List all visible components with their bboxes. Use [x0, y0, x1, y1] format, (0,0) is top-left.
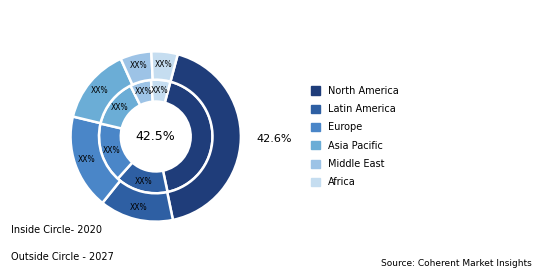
Text: Inside Circle- 2020: Inside Circle- 2020 — [11, 225, 101, 235]
Text: 42.5%: 42.5% — [136, 130, 176, 143]
Text: XX%: XX% — [91, 86, 108, 95]
Text: Source: Coherent Market Insights: Source: Coherent Market Insights — [381, 259, 532, 268]
Wedge shape — [100, 86, 140, 129]
Text: Outside Circle - 2027: Outside Circle - 2027 — [11, 252, 114, 262]
Legend: North America, Latin America, Europe, Asia Pacific, Middle East, Africa: North America, Latin America, Europe, As… — [311, 86, 399, 187]
Text: XX%: XX% — [134, 87, 152, 96]
Wedge shape — [99, 124, 132, 179]
Wedge shape — [118, 162, 168, 193]
Text: XX%: XX% — [135, 177, 153, 186]
Wedge shape — [151, 80, 170, 103]
Text: 42.6%: 42.6% — [256, 134, 292, 144]
Text: XX%: XX% — [103, 146, 120, 155]
Wedge shape — [73, 59, 133, 123]
Wedge shape — [103, 181, 173, 222]
Wedge shape — [121, 51, 153, 85]
Text: XX%: XX% — [130, 203, 148, 212]
Wedge shape — [167, 54, 241, 220]
Text: XX%: XX% — [151, 86, 169, 95]
Wedge shape — [163, 82, 213, 192]
Wedge shape — [130, 80, 153, 105]
Wedge shape — [70, 117, 120, 203]
Text: XX%: XX% — [155, 60, 172, 69]
Text: XX%: XX% — [130, 61, 148, 70]
Text: XX%: XX% — [111, 103, 128, 112]
Wedge shape — [151, 51, 178, 82]
Text: XX%: XX% — [78, 155, 96, 164]
